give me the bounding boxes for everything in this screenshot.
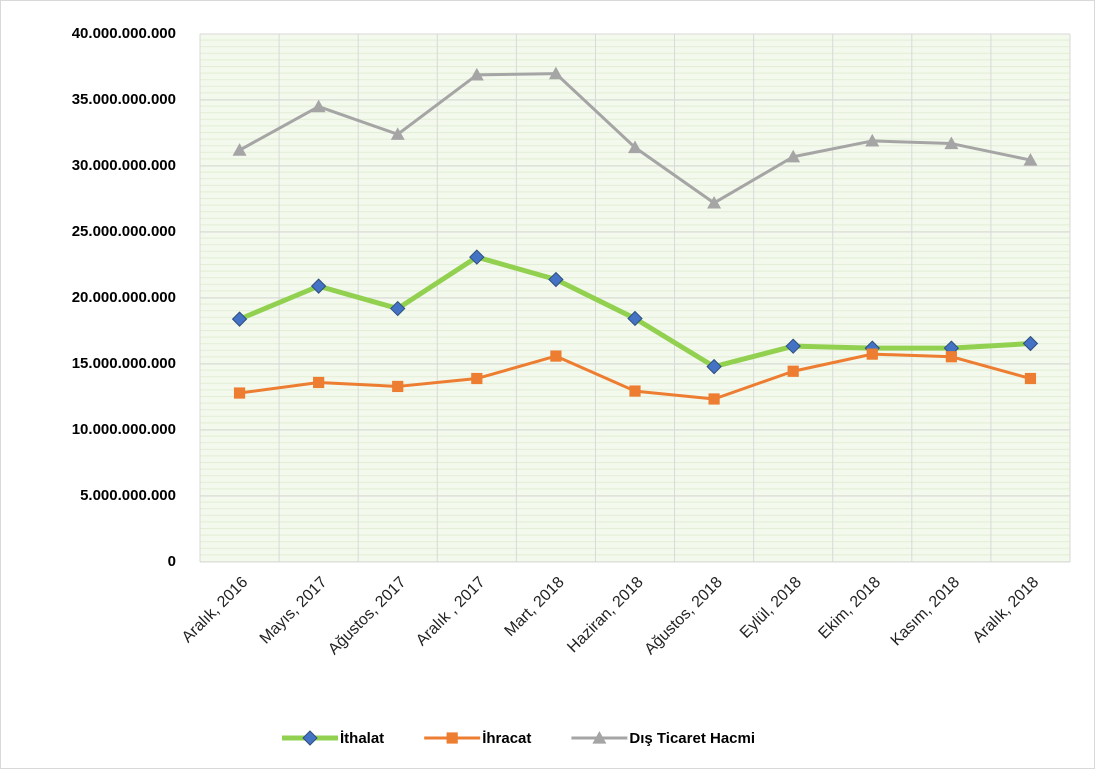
marker (945, 351, 957, 363)
marker (1022, 335, 1039, 352)
y-tick-label: 40.000.000.000 (72, 25, 176, 42)
marker (1023, 153, 1038, 166)
marker (628, 140, 642, 154)
y-tick-label: 0 (168, 553, 176, 570)
legend-label: Dış Ticaret Hacmi (629, 730, 755, 747)
legend-label: İhracat (482, 730, 531, 747)
marker (708, 393, 720, 405)
marker (390, 300, 406, 317)
marker (548, 66, 563, 80)
y-tick-label: 15.000.000.000 (72, 355, 176, 372)
marker (313, 376, 325, 389)
marker (787, 365, 799, 377)
marker (707, 195, 722, 209)
marker (592, 731, 607, 744)
y-tick-label: 5.000.000.000 (80, 487, 176, 504)
y-tick-label: 20.000.000.000 (72, 289, 176, 306)
y-tick-label: 25.000.000.000 (72, 223, 176, 240)
marker (866, 348, 878, 360)
marker (392, 380, 404, 393)
marker (233, 387, 246, 399)
marker (311, 99, 326, 113)
marker (550, 350, 562, 362)
marker (627, 310, 643, 327)
marker (785, 338, 801, 354)
marker (786, 149, 801, 163)
y-tick-label: 30.000.000.000 (72, 157, 176, 174)
marker (706, 358, 722, 375)
marker (232, 143, 247, 156)
legend-label: İthalat (340, 730, 384, 747)
marker (310, 278, 327, 294)
marker (469, 67, 484, 81)
marker (629, 385, 641, 397)
marker (865, 133, 880, 147)
marker (944, 136, 959, 150)
marker (302, 730, 318, 746)
marker (471, 372, 483, 385)
marker (1024, 372, 1037, 385)
y-tick-label: 35.000.000.000 (72, 91, 176, 108)
marker (390, 127, 405, 140)
marker (231, 311, 248, 327)
y-tick-label: 10.000.000.000 (72, 421, 176, 438)
marker (548, 271, 564, 288)
marker (446, 732, 458, 744)
marker (469, 249, 485, 265)
